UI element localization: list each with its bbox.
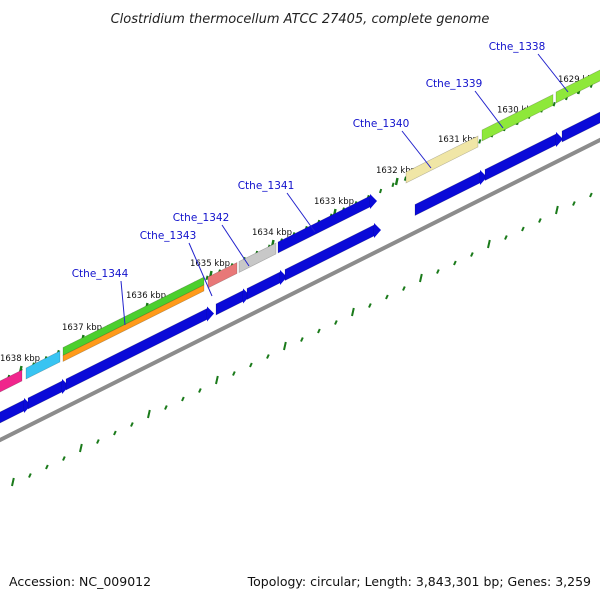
outer-guide-tick bbox=[215, 375, 219, 385]
kbp-label: 1634 kbp bbox=[252, 228, 292, 238]
outer-guide-tick bbox=[249, 362, 253, 368]
outer-guide-tick bbox=[521, 226, 525, 232]
ruler-minor-tick bbox=[552, 101, 556, 107]
kbp-label: 1638 kbp bbox=[0, 354, 40, 364]
outer-guide-tick bbox=[62, 456, 66, 461]
outer-guide-tick bbox=[283, 341, 287, 351]
kbp-label: 1631 kbp bbox=[438, 135, 478, 145]
outer-guide-tick bbox=[164, 405, 168, 410]
gene-label-cthe-1340: Cthe_1340 bbox=[353, 118, 410, 130]
outer-guide-tick bbox=[470, 252, 474, 257]
kbp-label: 1632 kbp bbox=[376, 166, 416, 176]
outer-guide-tick bbox=[334, 320, 338, 325]
cds-arrowhead bbox=[62, 379, 69, 394]
outer-guide-tick bbox=[28, 473, 32, 478]
accession-label: Accession: NC_009012 bbox=[9, 574, 151, 589]
ruler-minor-tick bbox=[379, 188, 383, 194]
cyan-feature-band bbox=[25, 350, 61, 380]
outer-guide-tick bbox=[198, 388, 202, 393]
outer-guide-tick bbox=[504, 235, 508, 240]
leader-line-cthe-1340 bbox=[401, 130, 432, 169]
ruler-minor-tick bbox=[478, 139, 482, 144]
kbp-label: 1629 kbp bbox=[558, 75, 598, 85]
track-group: 1638 kbp 1637 kbp 1636 kbp 1635 kbp 1634 kbp… bbox=[0, 41, 600, 487]
gene-band-cthe-1340 bbox=[405, 135, 479, 184]
outer-guide-tick bbox=[419, 273, 423, 283]
outer-guide-tick bbox=[147, 409, 151, 419]
outer-guide-tick bbox=[402, 286, 406, 291]
outer-guide-tick bbox=[487, 239, 491, 249]
cds-arrowhead bbox=[374, 223, 381, 238]
gene-band-cthe-1338 bbox=[555, 69, 600, 104]
leader-line-cthe-1343 bbox=[188, 242, 213, 297]
outer-guide-tick bbox=[232, 371, 236, 376]
outer-guide-tick bbox=[45, 464, 49, 470]
outer-guide-tick bbox=[436, 269, 440, 274]
ruler-minor-tick bbox=[391, 182, 395, 188]
outer-guide-tick bbox=[555, 205, 559, 215]
gene-arrowhead-cthe-1341 bbox=[370, 194, 377, 209]
kbp-label: 1633 kbp bbox=[314, 197, 354, 207]
genome-track-layer: 1638 kbp 1637 kbp 1636 kbp 1635 kbp 1634 kbp… bbox=[0, 41, 600, 487]
gene-label-cthe-1342: Cthe_1342 bbox=[173, 212, 230, 224]
kbp-label: 1637 kbp bbox=[62, 323, 102, 333]
gene-band-cthe-1344-alt bbox=[62, 284, 205, 362]
outer-guide-tick bbox=[317, 328, 321, 334]
outer-guide-tick bbox=[589, 192, 593, 198]
gene-label-cthe-1343: Cthe_1343 bbox=[140, 230, 197, 242]
cds-arrowhead bbox=[207, 306, 214, 322]
leader-line-cthe-1339 bbox=[474, 90, 504, 129]
gene-label-cthe-1341: Cthe_1341 bbox=[238, 180, 295, 192]
outer-guide-tick bbox=[453, 260, 457, 266]
cds-arrow bbox=[561, 111, 600, 143]
gene-label-cthe-1338: Cthe_1338 bbox=[489, 41, 546, 53]
outer-guide-tick bbox=[385, 294, 389, 300]
cds-arrowhead bbox=[24, 398, 31, 413]
leader-line-cthe-1338 bbox=[537, 53, 569, 93]
outer-guide-tick bbox=[368, 303, 372, 308]
outer-guide-tick bbox=[79, 443, 83, 453]
gene-label-cthe-1344: Cthe_1344 bbox=[72, 268, 129, 280]
gene-band-cthe-1339 bbox=[481, 94, 554, 142]
outer-guide-tick bbox=[572, 201, 576, 206]
map-title: Clostridium thermocellum ATCC 27405, com… bbox=[111, 12, 490, 27]
outer-guide-tick bbox=[96, 439, 100, 444]
pink-feature-band bbox=[0, 369, 23, 393]
genome-backbone bbox=[0, 137, 600, 443]
kbp-label: 1636 kbp bbox=[126, 291, 166, 301]
outer-guide-tick bbox=[266, 354, 270, 359]
cds-arrowhead bbox=[243, 288, 250, 304]
gene-label-cthe-1339: Cthe_1339 bbox=[426, 78, 483, 90]
outer-guide-tick bbox=[538, 218, 542, 223]
kbp-label: 1635 kbp bbox=[190, 259, 230, 269]
genome-summary-label: Topology: circular; Length: 3,843,301 bp… bbox=[247, 574, 591, 589]
ruler-major-tick bbox=[394, 177, 399, 186]
gene-band-cthe-1343 bbox=[207, 262, 238, 289]
leader-line-cthe-1342 bbox=[221, 224, 250, 267]
outer-guide-tick bbox=[113, 430, 117, 436]
leader-line-cthe-1344 bbox=[120, 280, 126, 326]
outer-guide-tick bbox=[300, 337, 304, 342]
kbp-label: 1630 kbp bbox=[497, 106, 537, 116]
ruler-minor-tick bbox=[205, 275, 209, 281]
outer-guide-tick bbox=[130, 422, 134, 427]
cds-arrowhead bbox=[280, 270, 287, 285]
outer-guide-tick bbox=[11, 477, 15, 487]
cds-arrowhead bbox=[480, 170, 487, 185]
leader-line-cthe-1341 bbox=[286, 192, 316, 233]
cds-arrowhead bbox=[556, 132, 563, 147]
outer-guide-tick bbox=[351, 307, 355, 317]
outer-guide-tick bbox=[181, 396, 185, 402]
ruler-minor-tick bbox=[403, 176, 407, 181]
